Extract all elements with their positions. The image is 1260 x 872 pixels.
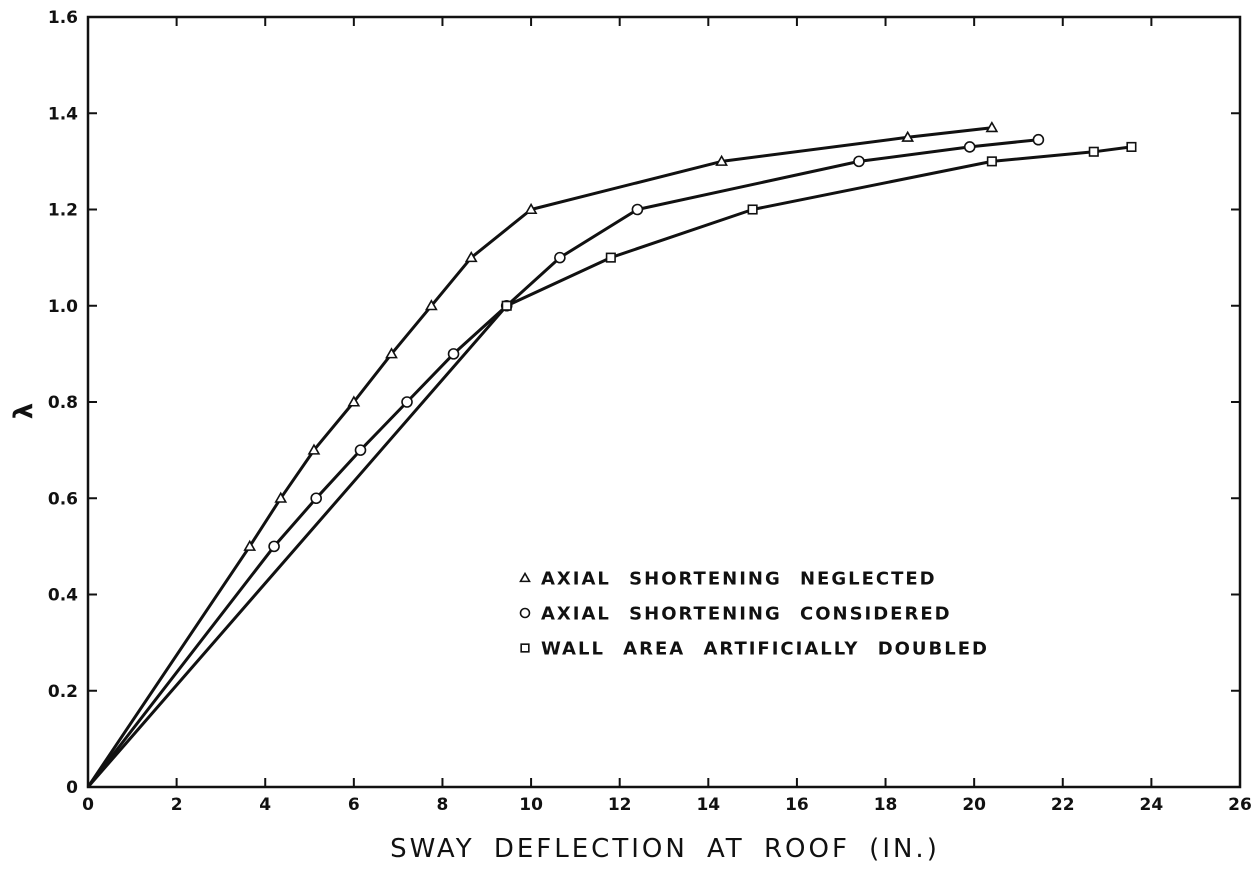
data-point-square — [605, 252, 616, 263]
y-tick-label: 0.8 — [48, 393, 78, 413]
data-point-circle — [401, 396, 413, 408]
x-tick-label: 14 — [696, 795, 720, 815]
data-point-circle — [354, 444, 367, 456]
y-axis-label: λ — [9, 403, 39, 419]
data-point-triangle — [274, 491, 288, 503]
data-point-triangle — [985, 121, 999, 133]
series-group — [86, 121, 1137, 788]
data-point-circle — [310, 492, 322, 505]
data-point-square — [986, 156, 997, 167]
legend-marker-triangle — [519, 571, 531, 583]
data-point-triangle — [243, 539, 257, 551]
series-line-square — [86, 145, 1132, 788]
x-tick-label: 22 — [1051, 795, 1075, 815]
x-tick-label: 12 — [608, 795, 632, 815]
data-point-triangle — [307, 443, 321, 455]
y-tick-label: 1.2 — [48, 201, 78, 221]
data-point-triangle — [347, 395, 361, 407]
legend-label: AXIAL SHORTENING CONSIDERED — [541, 604, 952, 625]
data-point-triangle — [715, 154, 728, 166]
data-point-circle — [853, 155, 865, 168]
x-tick-label: 6 — [348, 795, 360, 815]
data-point-square — [747, 204, 758, 215]
legend: AXIAL SHORTENING NEGLECTED AXIAL SHORTENI… — [519, 569, 989, 660]
data-point-square — [501, 300, 512, 311]
data-point-triangle — [464, 251, 478, 263]
series-line-triangle — [86, 126, 993, 788]
data-point-circle — [631, 203, 644, 216]
x-tick-label: 4 — [259, 795, 271, 815]
data-point-circle — [268, 540, 280, 553]
data-point-triangle — [385, 347, 398, 359]
x-tick-label: 26 — [1228, 795, 1252, 815]
ticks-group: 0 2 4 6 8 10 12 14 16 18 20 22 24 2600.20.40.60.81.01… — [48, 8, 1252, 815]
x-tick-label: 8 — [437, 795, 449, 815]
data-point-circle — [447, 348, 460, 360]
x-tick-label: 24 — [1140, 795, 1164, 815]
data-point-triangle — [901, 130, 915, 142]
legend-marker-circle — [519, 607, 531, 619]
y-tick-label: 1.6 — [48, 8, 78, 28]
y-tick-label: 1.4 — [48, 104, 78, 124]
y-tick-label: 1.0 — [48, 297, 78, 317]
legend-label: AXIAL SHORTENING NEGLECTED — [541, 569, 937, 590]
series-line-circle — [86, 138, 1039, 788]
x-axis-label: SWAY DEFLECTION AT ROOF (IN.) — [390, 834, 940, 864]
data-point-circle — [554, 251, 566, 264]
y-tick-label: 0.6 — [48, 489, 78, 509]
x-tick-label: 20 — [962, 795, 986, 815]
x-tick-label: 2 — [171, 795, 183, 815]
data-point-circle — [963, 141, 976, 153]
data-point-triangle — [425, 299, 438, 311]
y-tick-label: 0.2 — [48, 682, 78, 702]
legend-marker-square — [520, 643, 530, 653]
data-point-square — [1088, 146, 1099, 157]
plot-frame — [86, 15, 1242, 789]
data-point-triangle — [524, 202, 538, 215]
data-point-circle — [1032, 133, 1045, 146]
plot-frame-group — [86, 15, 1242, 789]
legend-label: WALL AREA ARTIFICIALLY DOUBLED — [541, 639, 989, 660]
x-tick-label: 18 — [874, 795, 898, 815]
y-tick-label: 0 — [66, 778, 78, 798]
x-tick-label: 0 — [82, 795, 94, 815]
data-point-square — [1126, 141, 1137, 152]
x-tick-label: 10 — [519, 795, 543, 815]
x-tick-label: 16 — [785, 795, 809, 815]
y-tick-label: 0.4 — [48, 586, 78, 606]
